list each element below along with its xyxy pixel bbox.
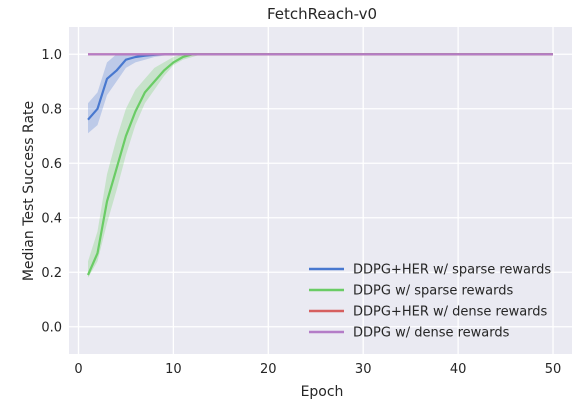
legend-label-1: DDPG w/ sparse rewards — [353, 284, 513, 299]
y-tick-label: 0.4 — [41, 211, 62, 226]
series-lines — [86, 53, 553, 276]
x-tick-label: 20 — [260, 362, 277, 377]
x-axis-label: Epoch — [301, 384, 344, 400]
legend-label-0: DDPG+HER w/ sparse rewards — [353, 263, 551, 278]
y-tick-label: 0.2 — [41, 266, 62, 281]
legend-label-3: DDPG w/ dense rewards — [353, 326, 510, 341]
x-tick-label: 50 — [545, 362, 562, 377]
y-tick-label: 0.6 — [41, 157, 62, 172]
grid-lines — [69, 27, 572, 354]
x-tick-label: 10 — [165, 362, 182, 377]
chart-title: FetchReach-v0 — [267, 5, 377, 23]
confidence-bands — [88, 54, 553, 278]
legend: DDPG+HER w/ sparse rewards DDPG w/ sparse… — [309, 263, 551, 341]
series-0-band — [88, 54, 553, 134]
y-tick-label: 0.8 — [41, 102, 62, 117]
x-tick-label: 0 — [74, 362, 82, 377]
legend-label-2: DDPG+HER w/ dense rewards — [353, 305, 548, 320]
y-tick-label: 0.0 — [41, 320, 62, 335]
x-tick-label: 30 — [355, 362, 372, 377]
x-tick-label: 40 — [450, 362, 467, 377]
plot-background — [69, 27, 572, 354]
y-tick-label: 1.0 — [41, 48, 62, 63]
x-axis-ticks: 0 10 20 30 40 50 — [74, 362, 561, 377]
y-axis-label: Median Test Success Rate — [21, 101, 37, 281]
y-axis-ticks: 0.0 0.2 0.4 0.6 0.8 1.0 — [41, 48, 62, 336]
